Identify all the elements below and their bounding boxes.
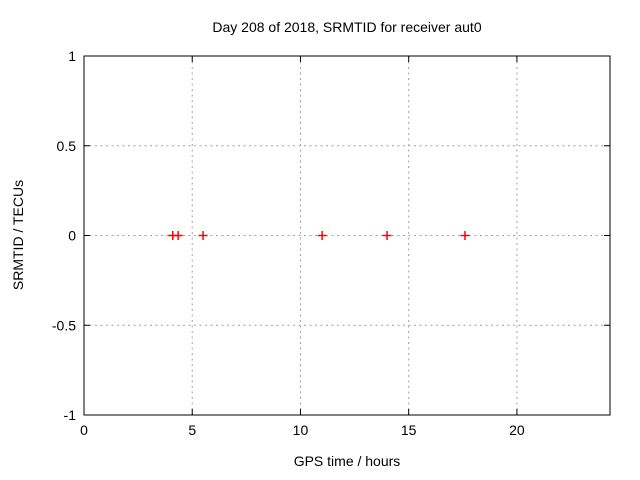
y-tick-label: 0.5 (57, 138, 77, 154)
x-axis-label: GPS time / hours (293, 453, 401, 469)
x-tick-label: 10 (293, 422, 309, 438)
chart-title: Day 208 of 2018, SRMTID for receiver aut… (212, 19, 482, 35)
y-tick-label: 1 (68, 48, 76, 64)
y-tick-label: -1 (64, 407, 77, 423)
x-tick-label: 0 (80, 422, 88, 438)
x-tick-label: 15 (401, 422, 417, 438)
y-tick-label: 0 (68, 228, 76, 244)
x-tick-label: 20 (509, 422, 525, 438)
x-tick-label: 5 (188, 422, 196, 438)
y-tick-label: -0.5 (52, 317, 76, 333)
